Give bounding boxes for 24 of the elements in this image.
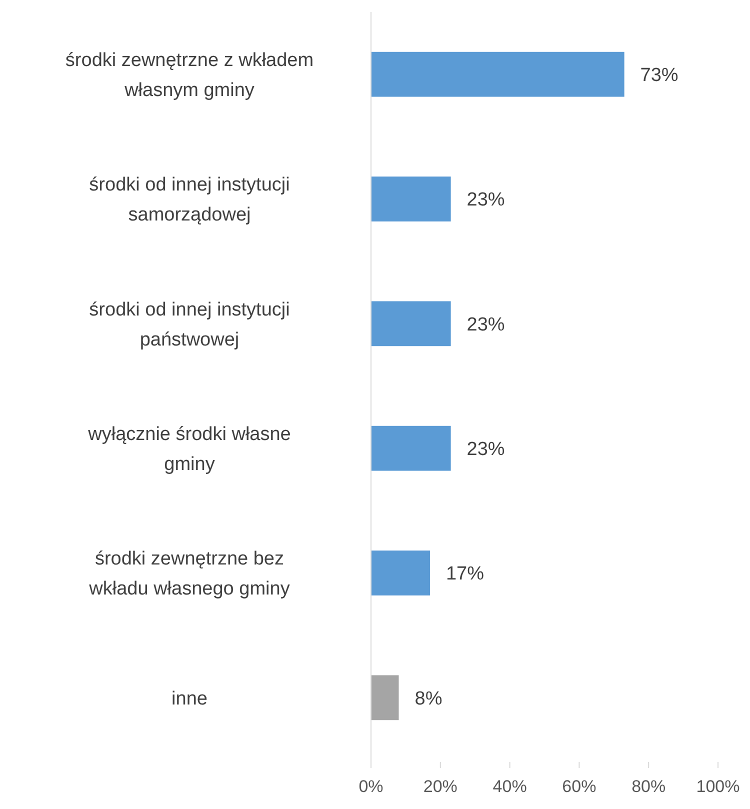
- data-label: 73%: [640, 64, 678, 86]
- y-tick-label: środki od innej instytucji samorządowej: [89, 174, 290, 226]
- data-label: 23%: [466, 190, 505, 211]
- bar: [371, 550, 430, 596]
- x-tick-label: 0%: [358, 777, 384, 796]
- x-tick-label: 60%: [562, 777, 596, 796]
- x-tick-label: 20%: [423, 777, 458, 796]
- y-tick-label: środki zewnętrzne z wkładem własnym gminy: [65, 50, 314, 101]
- bar: [371, 176, 451, 222]
- data-label: 8%: [414, 688, 442, 710]
- x-tick-label: 40%: [492, 777, 527, 796]
- bar: [371, 426, 451, 471]
- y-tick-label: inne: [172, 688, 208, 710]
- x-tick-label: 80%: [632, 777, 666, 796]
- y-tick-label: środki od innej instytucji państwowej: [89, 299, 290, 350]
- x-tick-label: 100%: [696, 777, 740, 796]
- bar: [371, 675, 399, 720]
- data-label: 23%: [466, 438, 505, 460]
- y-tick-label: środki zewnętrzne bez wkładu własnego gminy: [88, 548, 290, 600]
- bar: [371, 301, 451, 346]
- data-label: 23%: [466, 314, 505, 336]
- y-tick-label: wyłącznie środki własne gminy: [87, 424, 291, 475]
- bar: [371, 52, 624, 97]
- data-label: 17%: [446, 564, 484, 585]
